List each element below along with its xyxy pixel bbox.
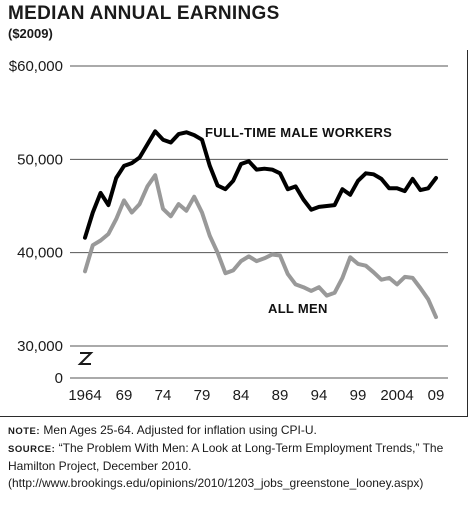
series-line [83, 129, 438, 240]
x-tick-label: 1964 [68, 387, 101, 404]
x-tick-label: 09 [428, 387, 445, 404]
x-tick-label: 94 [311, 387, 328, 404]
y-tick-label: 50,000 [17, 151, 63, 168]
x-tick-label: 2004 [380, 387, 413, 404]
x-tick-label: 79 [194, 387, 211, 404]
note-label: NOTE: [8, 426, 41, 437]
series-line [83, 173, 438, 320]
footnotes: NOTE: Men Ages 25-64. Adjusted for infla… [8, 422, 464, 492]
source-text: “The Problem With Men: A Look at Long-Te… [8, 441, 444, 490]
series-label: FULL-TIME MALE WORKERS [205, 125, 392, 140]
y-tick-label: 30,000 [17, 338, 63, 355]
chart-frame [0, 50, 468, 417]
note-text: Men Ages 25-64. Adjusted for inflation u… [40, 423, 317, 437]
x-tick-label: 99 [350, 387, 367, 404]
line-chart: $60,000 50,000 40,000 30,000 0 1964 69 74 79 84 89… [9, 58, 448, 404]
x-tick-label: 69 [116, 387, 133, 404]
axis-break-icon [77, 352, 94, 365]
source-line: SOURCE: “The Problem With Men: A Look at… [8, 440, 464, 492]
x-tick-label: 74 [155, 387, 172, 404]
y-tick-label: $60,000 [9, 58, 63, 75]
y-tick-label: 0 [55, 370, 63, 387]
x-tick-label: 84 [233, 387, 250, 404]
series-label: ALL MEN [268, 301, 328, 316]
note-line: NOTE: Men Ages 25-64. Adjusted for infla… [8, 422, 464, 440]
source-label: SOURCE: [8, 444, 56, 455]
chart-subtitle: ($2009) [8, 26, 53, 41]
y-tick-label: 40,000 [17, 245, 63, 262]
x-tick-label: 89 [272, 387, 289, 404]
chart-title: MEDIAN ANNUAL EARNINGS [8, 3, 280, 24]
